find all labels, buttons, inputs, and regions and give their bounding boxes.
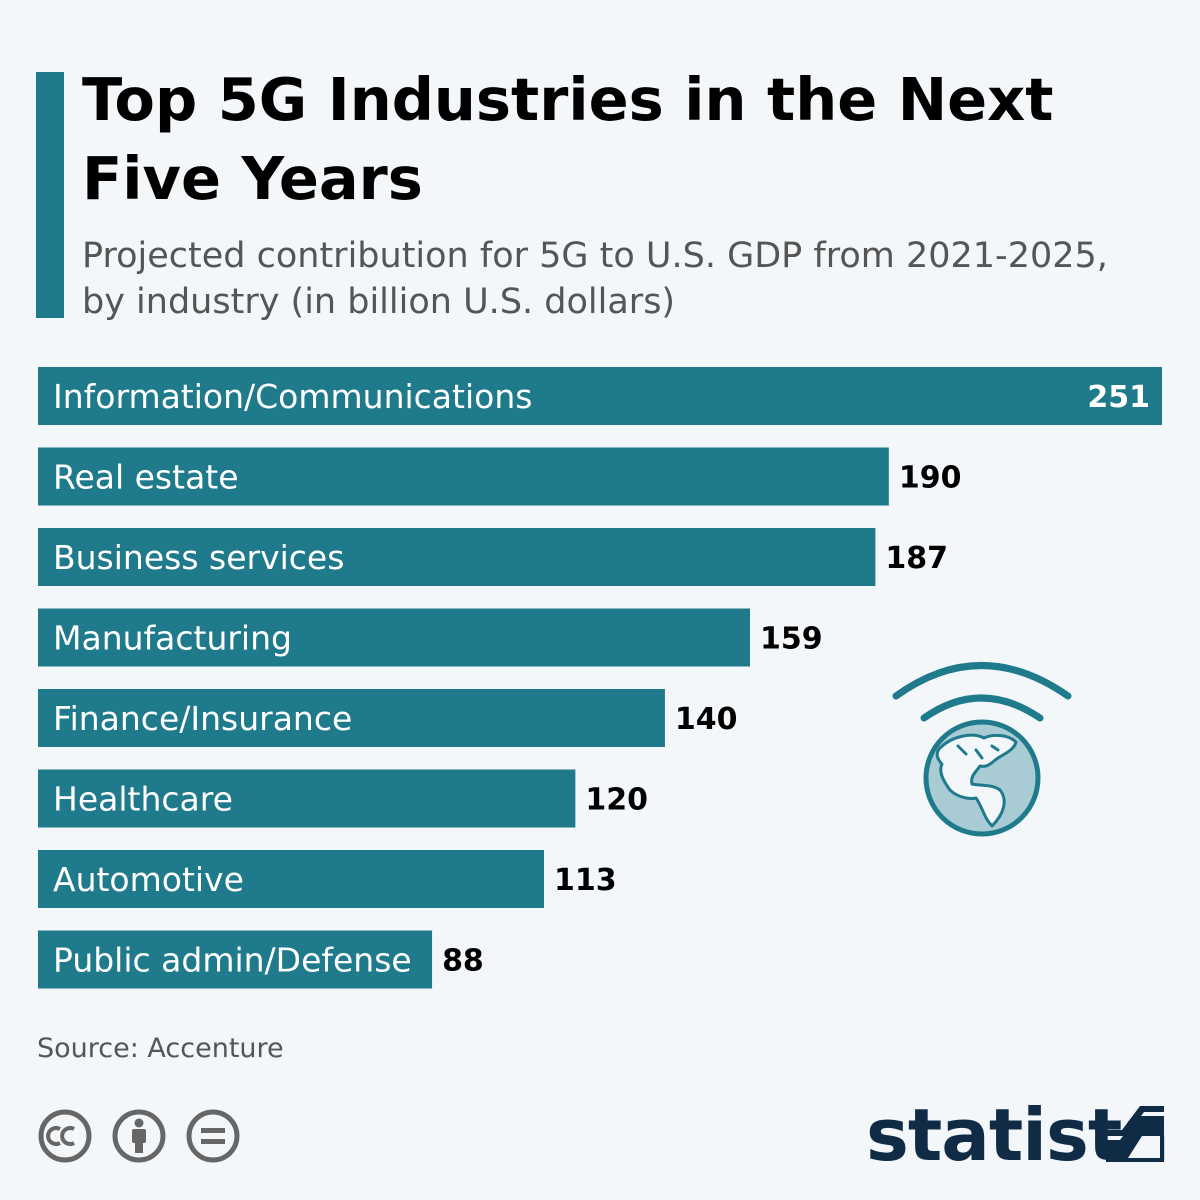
data-label: 113 (554, 863, 617, 898)
bar (38, 528, 876, 586)
data-label: 140 (675, 702, 738, 737)
bar (38, 930, 433, 989)
data-label: 159 (760, 622, 823, 657)
cc-icon[interactable] (38, 1109, 92, 1163)
bar (38, 689, 665, 747)
source-note: Source: Accenture (37, 1033, 284, 1064)
attribution-icon[interactable] (112, 1109, 166, 1163)
bar (38, 769, 576, 828)
chart-subtitle: Projected contribution for 5G to U.S. GD… (82, 236, 1108, 322)
category-label: Business services (53, 538, 344, 577)
statista-logo-icon[interactable] (1106, 1106, 1164, 1162)
title-accent-bar (36, 72, 64, 318)
data-label: 187 (885, 541, 948, 576)
category-label: Automotive (53, 860, 244, 899)
globe-with-signal-waves-icon (892, 662, 1072, 837)
bar (38, 608, 751, 667)
category-label: Real estate (53, 458, 239, 497)
category-label: Manufacturing (53, 619, 292, 658)
data-label: 120 (585, 783, 648, 818)
chart-title: Top 5G Industries in the Next Five Years (82, 65, 1054, 213)
no-derivatives-icon[interactable] (186, 1109, 240, 1163)
category-label: Healthcare (53, 780, 233, 819)
data-label: 88 (442, 944, 484, 979)
data-label: 251 (1087, 380, 1150, 415)
category-label: Information/Communications (53, 377, 532, 416)
license-icons[interactable] (37, 1108, 247, 1164)
bar (38, 850, 545, 908)
bar-chart: Information/Communications 251 Real estate… (38, 367, 1162, 989)
category-label: Finance/Insurance (53, 699, 352, 738)
bar (38, 367, 1162, 425)
category-label: Public admin/Defense (53, 941, 412, 980)
bar (38, 447, 889, 506)
data-label: 190 (899, 461, 962, 496)
